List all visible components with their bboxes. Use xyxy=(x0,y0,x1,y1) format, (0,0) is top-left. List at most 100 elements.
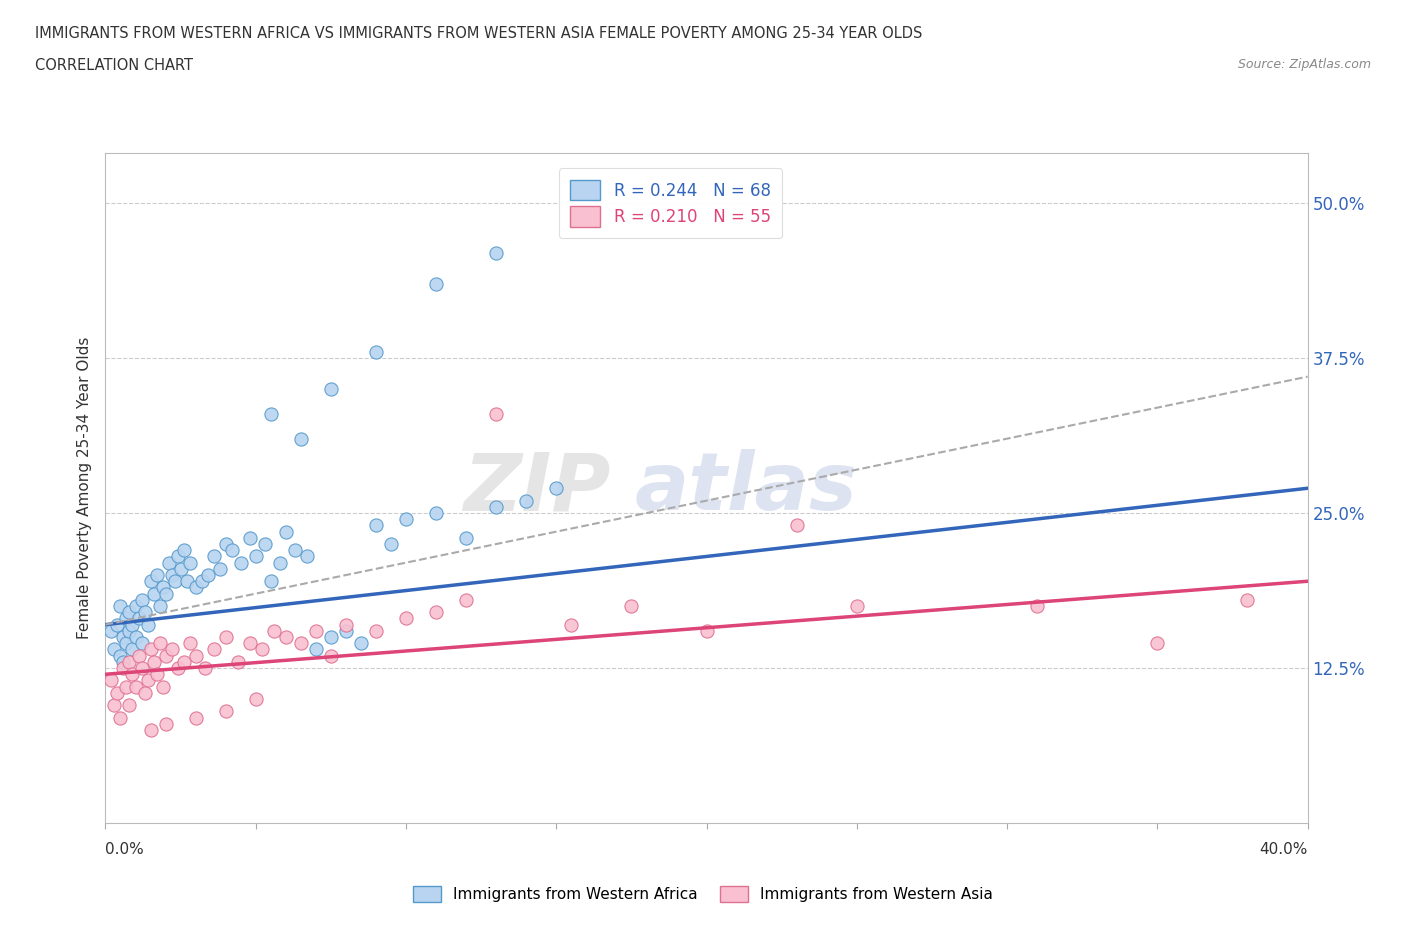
Point xyxy=(176,574,198,589)
Text: CORRELATION CHART: CORRELATION CHART xyxy=(35,58,193,73)
Point xyxy=(136,618,159,632)
Point xyxy=(295,549,318,564)
Point xyxy=(364,623,387,638)
Point xyxy=(124,679,146,694)
Point xyxy=(274,525,297,539)
Point xyxy=(284,543,307,558)
Point xyxy=(319,648,342,663)
Point xyxy=(229,555,252,570)
Point xyxy=(364,518,387,533)
Point xyxy=(121,667,143,682)
Point xyxy=(253,537,276,551)
Point xyxy=(136,673,159,688)
Point xyxy=(139,642,162,657)
Point xyxy=(395,512,418,526)
Point xyxy=(1146,636,1168,651)
Point xyxy=(515,493,537,508)
Point xyxy=(124,599,146,614)
Point xyxy=(139,723,162,737)
Point xyxy=(160,567,183,582)
Point xyxy=(395,611,418,626)
Point xyxy=(128,648,150,663)
Point xyxy=(425,604,447,619)
Point xyxy=(118,698,141,712)
Point xyxy=(454,592,477,607)
Text: 40.0%: 40.0% xyxy=(1260,842,1308,857)
Point xyxy=(425,276,447,291)
Point xyxy=(179,555,201,570)
Point xyxy=(118,655,141,670)
Point xyxy=(184,648,207,663)
Point xyxy=(239,530,262,545)
Text: IMMIGRANTS FROM WESTERN AFRICA VS IMMIGRANTS FROM WESTERN ASIA FEMALE POVERTY AM: IMMIGRANTS FROM WESTERN AFRICA VS IMMIGR… xyxy=(35,26,922,41)
Point xyxy=(112,660,135,675)
Point xyxy=(115,636,138,651)
Point xyxy=(163,574,186,589)
Point xyxy=(214,704,236,719)
Point xyxy=(290,636,312,651)
Point xyxy=(190,574,212,589)
Point xyxy=(380,537,402,551)
Point xyxy=(250,642,273,657)
Point xyxy=(214,537,236,551)
Text: ZIP: ZIP xyxy=(463,449,610,527)
Point xyxy=(485,499,508,514)
Point xyxy=(245,549,267,564)
Point xyxy=(115,679,138,694)
Point xyxy=(121,618,143,632)
Point xyxy=(226,655,249,670)
Point xyxy=(620,599,643,614)
Point xyxy=(202,549,225,564)
Point xyxy=(107,618,129,632)
Point xyxy=(128,611,150,626)
Legend: R = 0.244   N = 68, R = 0.210   N = 55: R = 0.244 N = 68, R = 0.210 N = 55 xyxy=(558,168,782,238)
Point xyxy=(100,623,122,638)
Point xyxy=(155,716,177,731)
Point xyxy=(121,642,143,657)
Point xyxy=(134,685,156,700)
Point xyxy=(169,562,191,577)
Point xyxy=(364,344,387,359)
Point xyxy=(112,655,135,670)
Point xyxy=(166,549,188,564)
Point xyxy=(260,406,283,421)
Point xyxy=(110,711,132,725)
Point xyxy=(131,636,153,651)
Point xyxy=(148,599,170,614)
Point xyxy=(245,692,267,707)
Point xyxy=(112,630,135,644)
Text: atlas: atlas xyxy=(634,449,858,527)
Point xyxy=(319,381,342,396)
Point xyxy=(145,567,167,582)
Point xyxy=(221,543,243,558)
Point xyxy=(269,555,291,570)
Point xyxy=(208,562,231,577)
Point xyxy=(152,580,174,595)
Point xyxy=(305,642,328,657)
Point xyxy=(115,611,138,626)
Point xyxy=(118,604,141,619)
Point xyxy=(239,636,262,651)
Point xyxy=(197,567,219,582)
Point xyxy=(179,636,201,651)
Point xyxy=(100,673,122,688)
Point xyxy=(1026,599,1049,614)
Point xyxy=(335,623,357,638)
Point xyxy=(546,481,568,496)
Point xyxy=(184,711,207,725)
Point xyxy=(786,518,808,533)
Point xyxy=(335,618,357,632)
Point xyxy=(560,618,582,632)
Point xyxy=(319,630,342,644)
Point xyxy=(696,623,718,638)
Point xyxy=(124,630,146,644)
Point xyxy=(485,406,508,421)
Point xyxy=(118,623,141,638)
Point xyxy=(184,580,207,595)
Point xyxy=(305,623,328,638)
Point xyxy=(131,660,153,675)
Point xyxy=(1236,592,1258,607)
Point xyxy=(485,246,508,260)
Point xyxy=(103,698,125,712)
Point xyxy=(274,630,297,644)
